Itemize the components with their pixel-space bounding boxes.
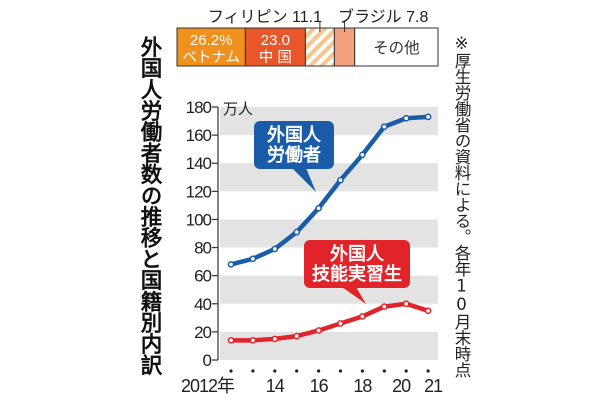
grid-band bbox=[220, 331, 438, 360]
y-tick-label: 60 bbox=[194, 267, 211, 286]
data-point bbox=[315, 204, 322, 212]
y-tick-label: 100 bbox=[186, 210, 212, 229]
callout-box bbox=[304, 240, 410, 288]
series-line-1 bbox=[231, 301, 429, 343]
y-tick-label: 120 bbox=[186, 182, 212, 201]
data-point bbox=[293, 332, 301, 340]
x-tick-dot bbox=[360, 369, 364, 373]
x-tick-dot bbox=[295, 369, 299, 373]
callout-foreign-workers: 外国人労働者 bbox=[254, 121, 334, 192]
x-tick-dot bbox=[382, 369, 386, 373]
data-point bbox=[380, 303, 388, 310]
x-tick-label: 18 bbox=[353, 376, 372, 396]
data-point bbox=[315, 327, 322, 334]
source-note: ※厚生労働省の資料による。各年10月末時点 bbox=[452, 34, 471, 378]
bar-segment-0 bbox=[176, 27, 246, 67]
data-point bbox=[380, 123, 388, 131]
bar-segment-4 bbox=[354, 27, 439, 67]
y-tick-label: 0 bbox=[203, 351, 212, 370]
segment-value-label: 26.2% bbox=[190, 32, 233, 49]
series-label-line: 技能実習生 bbox=[312, 263, 402, 285]
series-line-0 bbox=[230, 114, 429, 267]
y-tick-label: 80 bbox=[194, 239, 211, 258]
x-tick-dot bbox=[426, 369, 430, 373]
philippines-label: フィリピン 11.1 bbox=[208, 9, 322, 26]
x-tick-label: 2012年 bbox=[181, 376, 235, 396]
data-point bbox=[249, 336, 257, 344]
x-tick-label: 20 bbox=[392, 376, 411, 396]
data-point bbox=[424, 307, 432, 315]
data-point bbox=[271, 335, 279, 343]
series-label-line: 外国人 bbox=[330, 243, 385, 265]
x-tick-label: 21 bbox=[424, 376, 443, 396]
y-tick-label: 180 bbox=[186, 98, 212, 117]
data-point bbox=[271, 245, 279, 253]
x-tick-dot bbox=[404, 369, 408, 373]
x-tick-dot bbox=[273, 369, 277, 373]
callout-pointer bbox=[342, 287, 366, 304]
chart-title: 外国人労働者数の推移と国籍別内訳 bbox=[137, 36, 162, 376]
bar-segment-2 bbox=[304, 27, 335, 67]
data-point bbox=[227, 261, 235, 268]
segment-value-label: 23.0 bbox=[261, 32, 290, 49]
x-tick-label: 14 bbox=[266, 376, 285, 396]
segment-name-label: 中 国 bbox=[259, 49, 292, 66]
bar-segment-3 bbox=[333, 27, 356, 67]
brazil-label: ブラジル 7.8 bbox=[338, 7, 428, 26]
callout-pointer bbox=[292, 168, 316, 192]
y-tick-label: 160 bbox=[186, 126, 212, 145]
segment-name-label: ベトナム bbox=[182, 50, 240, 66]
data-point bbox=[424, 113, 432, 121]
data-point bbox=[337, 320, 344, 327]
callout-box bbox=[254, 121, 334, 169]
x-tick-dot bbox=[338, 369, 343, 373]
x-tick-dot bbox=[229, 369, 233, 373]
x-tick-label: 16 bbox=[310, 376, 329, 396]
x-tick-dot bbox=[317, 369, 321, 373]
y-axis-unit: 万人 bbox=[223, 101, 253, 118]
data-point bbox=[249, 255, 257, 263]
y-tick-label: 20 bbox=[194, 323, 211, 342]
x-tick-dot bbox=[251, 369, 255, 373]
data-point bbox=[227, 336, 235, 344]
data-point bbox=[402, 114, 410, 122]
segment-name-label: その他 bbox=[373, 39, 420, 57]
data-point bbox=[293, 228, 301, 236]
series-label-line: 労働者 bbox=[267, 144, 321, 166]
y-tick-label: 140 bbox=[186, 154, 212, 173]
y-tick-label: 40 bbox=[194, 295, 211, 314]
data-point bbox=[402, 300, 410, 308]
data-point bbox=[359, 313, 366, 320]
data-point bbox=[359, 151, 366, 159]
data-point bbox=[337, 176, 344, 184]
series-label-line: 外国人 bbox=[267, 124, 322, 146]
